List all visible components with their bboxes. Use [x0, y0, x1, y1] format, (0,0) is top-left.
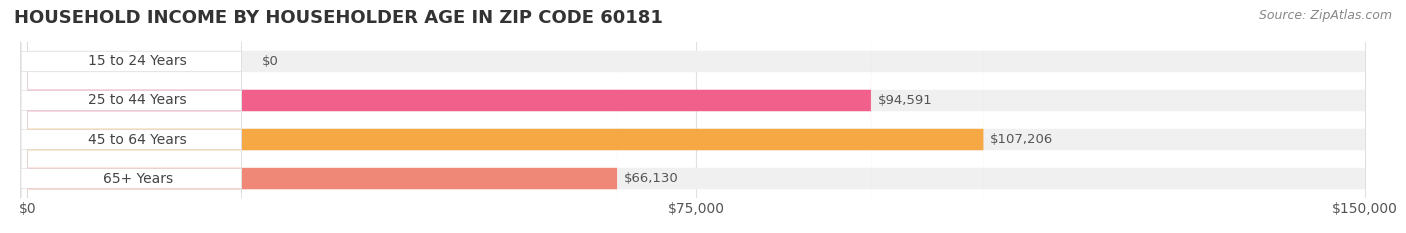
Text: Source: ZipAtlas.com: Source: ZipAtlas.com	[1258, 9, 1392, 22]
Text: $94,591: $94,591	[877, 94, 932, 107]
Text: $107,206: $107,206	[990, 133, 1053, 146]
FancyBboxPatch shape	[28, 0, 1365, 233]
FancyBboxPatch shape	[28, 0, 872, 233]
FancyBboxPatch shape	[28, 0, 1365, 233]
Text: HOUSEHOLD INCOME BY HOUSEHOLDER AGE IN ZIP CODE 60181: HOUSEHOLD INCOME BY HOUSEHOLDER AGE IN Z…	[14, 9, 664, 27]
FancyBboxPatch shape	[28, 0, 1365, 233]
Text: 65+ Years: 65+ Years	[103, 171, 173, 185]
FancyBboxPatch shape	[28, 0, 984, 233]
FancyBboxPatch shape	[21, 0, 242, 233]
Text: 25 to 44 Years: 25 to 44 Years	[89, 93, 187, 107]
FancyBboxPatch shape	[21, 0, 242, 233]
Text: $0: $0	[262, 55, 278, 68]
Text: 15 to 24 Years: 15 to 24 Years	[89, 55, 187, 69]
FancyBboxPatch shape	[21, 0, 242, 233]
Text: $66,130: $66,130	[624, 172, 679, 185]
FancyBboxPatch shape	[21, 0, 242, 233]
FancyBboxPatch shape	[28, 0, 1365, 233]
Text: 45 to 64 Years: 45 to 64 Years	[89, 133, 187, 147]
FancyBboxPatch shape	[28, 0, 617, 233]
